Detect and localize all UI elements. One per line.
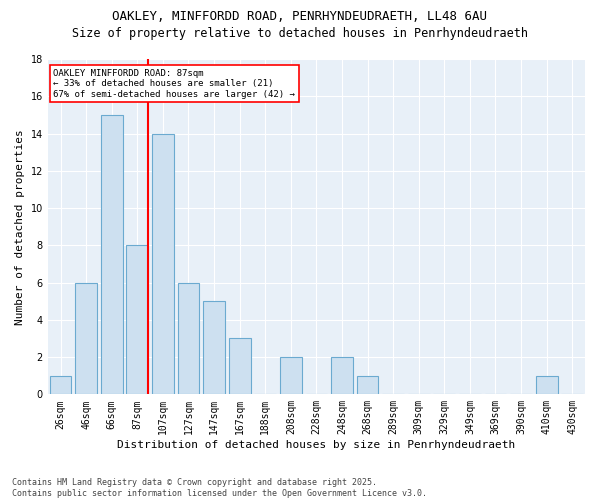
Text: OAKLEY MINFFORDD ROAD: 87sqm
← 33% of detached houses are smaller (21)
67% of se: OAKLEY MINFFORDD ROAD: 87sqm ← 33% of de… [53,69,295,99]
Bar [127,246,148,394]
Bar [331,357,353,395]
Bar [152,134,174,394]
Bar [75,282,97,395]
X-axis label: Distribution of detached houses by size in Penrhyndeudraeth: Distribution of detached houses by size … [117,440,515,450]
Bar [101,115,122,394]
Text: Contains HM Land Registry data © Crown copyright and database right 2025.
Contai: Contains HM Land Registry data © Crown c… [12,478,427,498]
Bar [203,301,225,394]
Bar [536,376,557,394]
Text: Size of property relative to detached houses in Penrhyndeudraeth: Size of property relative to detached ho… [72,28,528,40]
Bar [229,338,251,394]
Bar [356,376,379,394]
Bar [280,357,302,395]
Text: OAKLEY, MINFFORDD ROAD, PENRHYNDEUDRAETH, LL48 6AU: OAKLEY, MINFFORDD ROAD, PENRHYNDEUDRAETH… [113,10,487,23]
Bar [178,282,199,395]
Bar [50,376,71,394]
Y-axis label: Number of detached properties: Number of detached properties [15,129,25,324]
